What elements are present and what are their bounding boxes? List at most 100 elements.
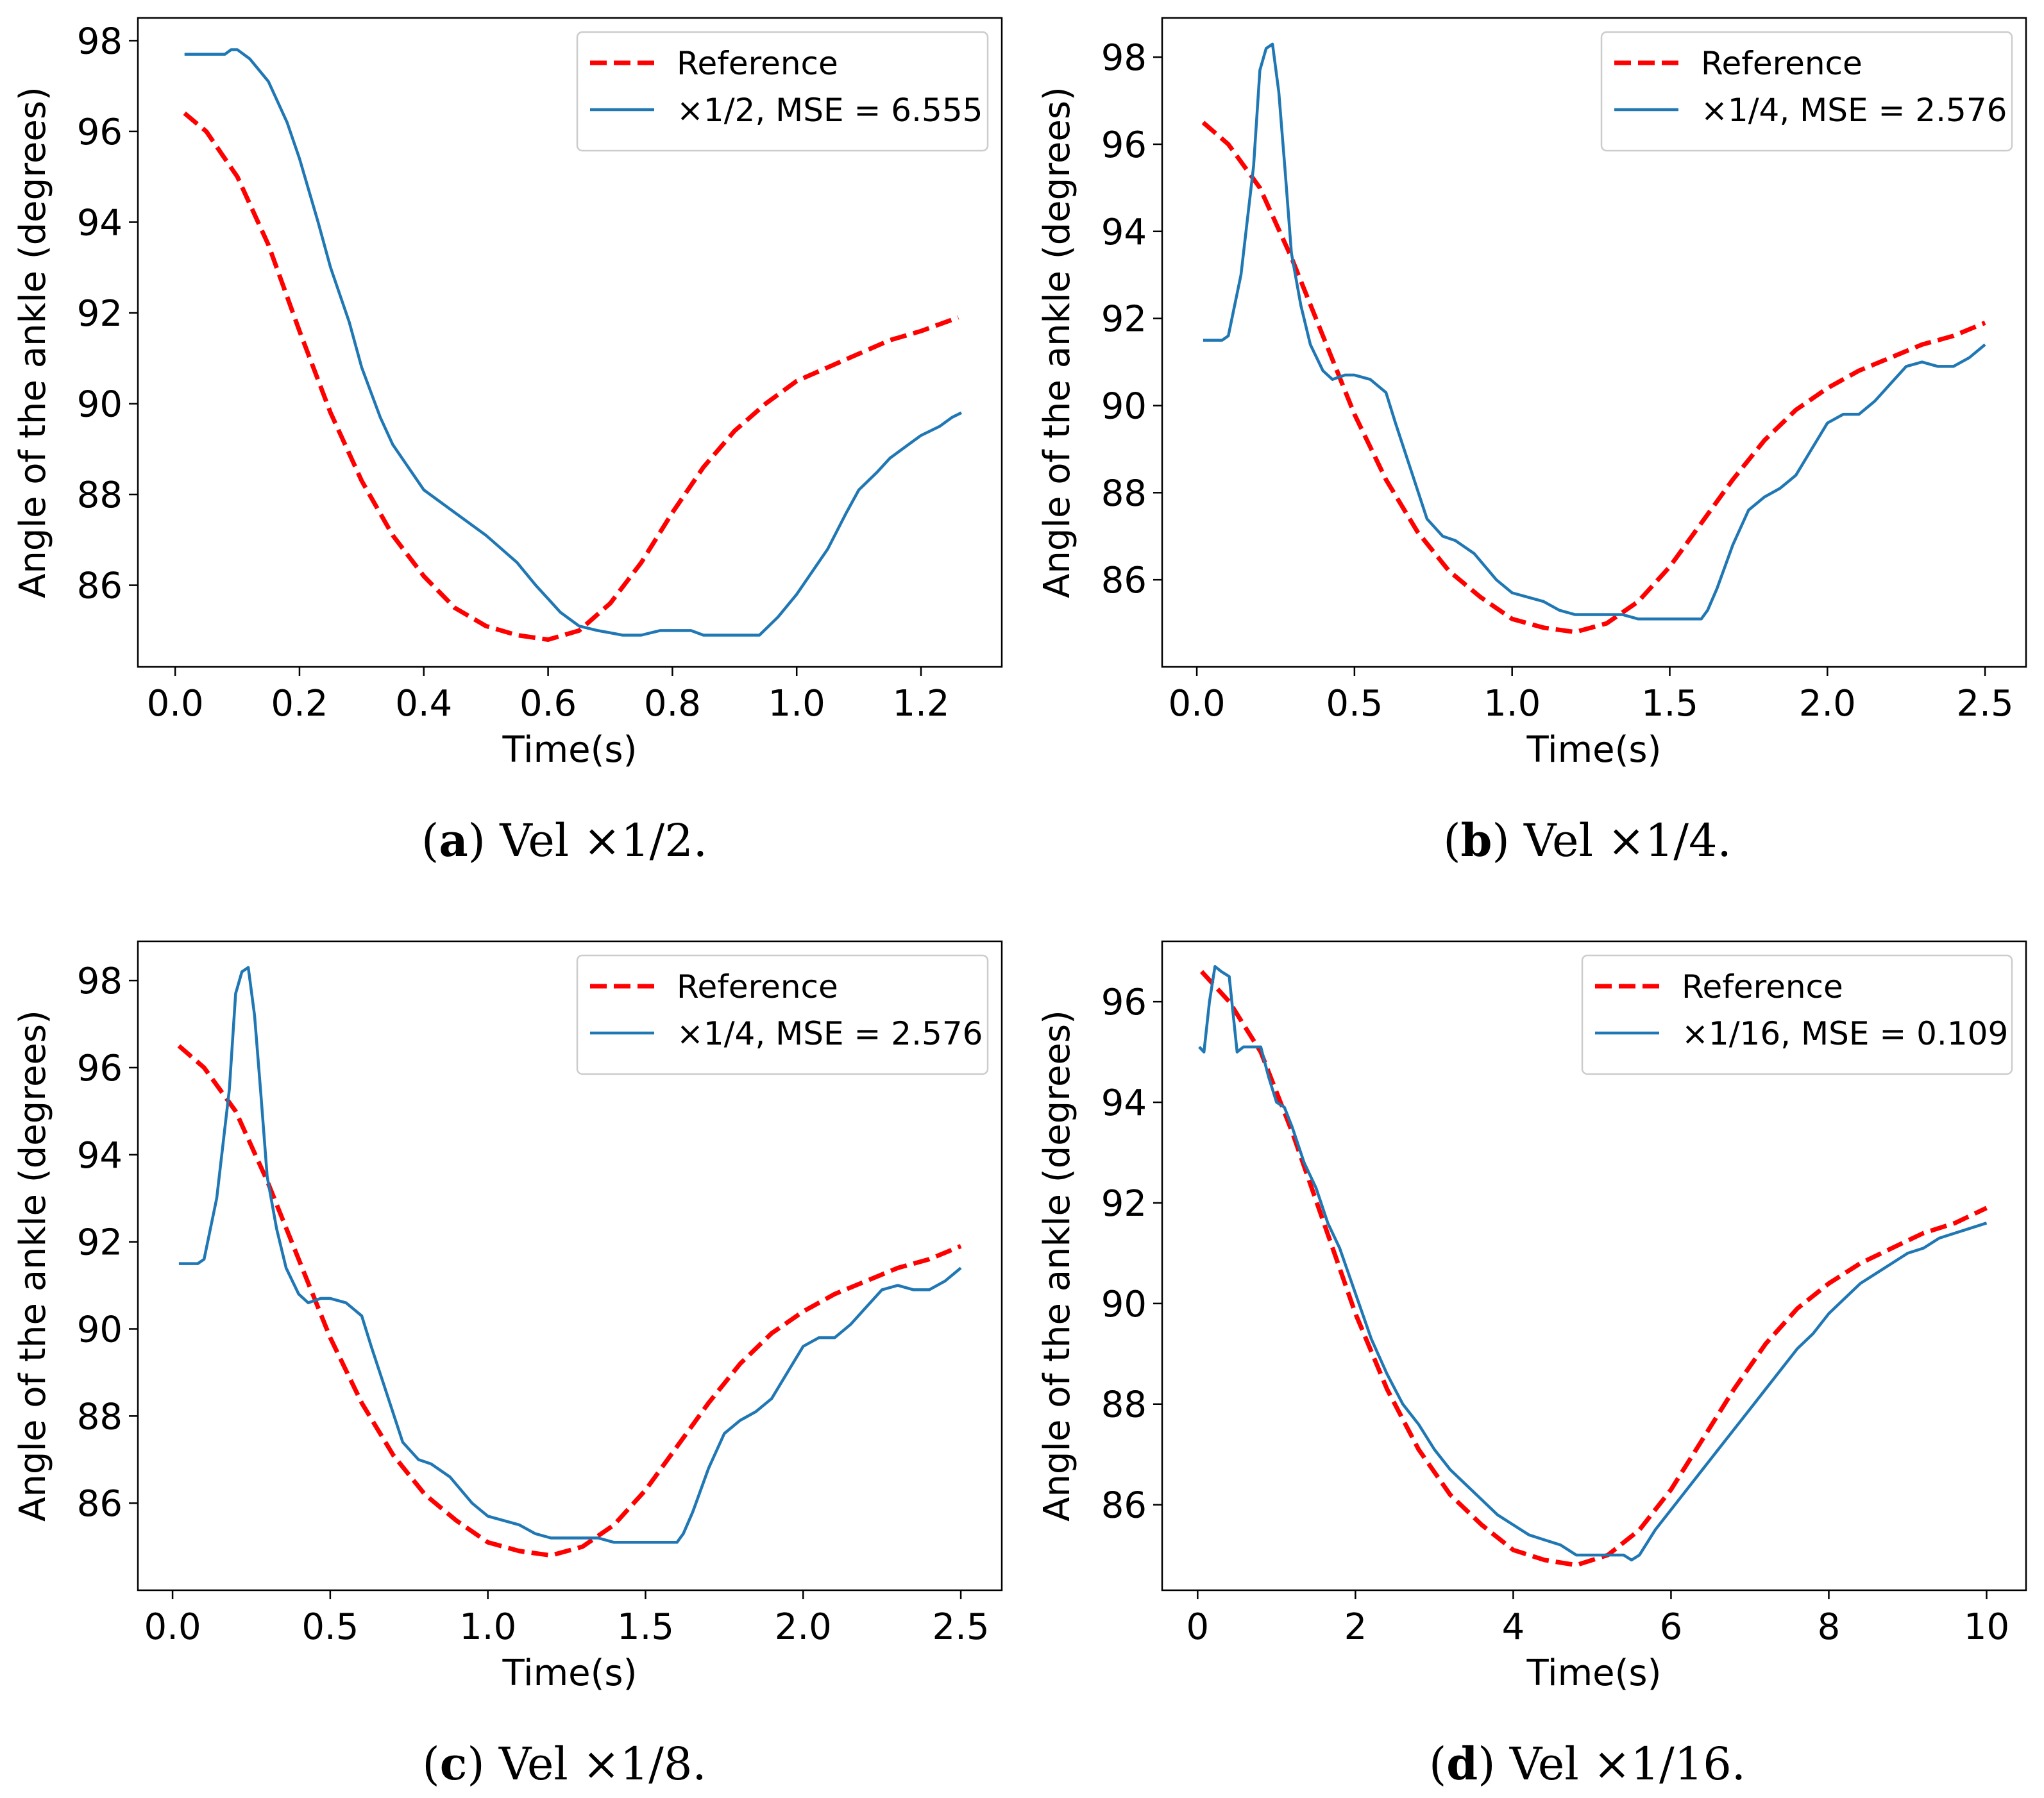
series-line-reference [177, 1044, 962, 1558]
legend-label-reference: Reference [677, 45, 838, 82]
y-tick-label: 96 [77, 112, 122, 153]
series-line-measured [1198, 964, 1988, 1562]
series-line-reference [1199, 970, 1988, 1568]
y-tick-label: 94 [1101, 212, 1147, 253]
y-tick-label: 92 [77, 293, 122, 335]
x-tick-label: 0.4 [395, 683, 452, 725]
legend-label-measured: ×1/4, MSE = 2.576 [677, 1015, 983, 1052]
x-tick-label: 1.5 [1641, 683, 1698, 725]
legend-box [1581, 954, 2013, 1075]
y-tick-label: 90 [77, 1309, 122, 1350]
x-tick-label: 0.5 [301, 1606, 359, 1648]
caption-open-paren: ( [421, 814, 439, 867]
caption-text: ) Vel ×1/4. [1492, 814, 1731, 867]
y-axis-label: Angle of the ankle (degrees) [1036, 1010, 1078, 1522]
y-tick-label: 96 [77, 1048, 122, 1089]
x-tick-label: 2.5 [1957, 683, 2014, 725]
x-tick-label: 1.0 [1483, 683, 1541, 725]
y-tick-label: 92 [1101, 299, 1147, 340]
series-line-reference [183, 111, 959, 642]
chart-panel-d: 0 2 4 6 8 10 86 88 90 92 94 96 Time(s) Angle of the a… [1036, 940, 2027, 1694]
y-axis-label: Angle of the ankle (degrees) [12, 87, 54, 598]
x-axis-label: Time(s) [1526, 729, 1662, 771]
panels: 0.0 0.2 0.4 0.6 0.8 1.0 1.286889092949698Time(… [12, 17, 2027, 1694]
caption-letter: b [1461, 814, 1492, 867]
legend-box [576, 31, 989, 152]
x-tick-label: 1.2 [892, 683, 949, 725]
x-tick-label: 1.5 [617, 1606, 674, 1648]
x-tick-label: 1.0 [459, 1606, 516, 1648]
caption-open-paren: ( [1429, 1738, 1446, 1790]
x-tick-label: 2.0 [775, 1606, 832, 1648]
y-axis-label: Angle of the ankle (degrees) [1036, 87, 1078, 598]
y-tick-label: 98 [77, 961, 122, 1002]
y-tick-label: 96 [1101, 982, 1147, 1023]
axes-frame [137, 17, 1003, 668]
x-tick-label: 0.8 [644, 683, 701, 725]
y-tick-label: 94 [1101, 1082, 1147, 1124]
y-tick-label: 88 [1101, 1384, 1147, 1426]
series-line-measured [1203, 42, 1986, 621]
x-tick-label: 8 [1818, 1606, 1841, 1648]
y-tick-label: 88 [77, 475, 122, 516]
legend-label-measured: ×1/2, MSE = 6.555 [677, 92, 983, 129]
x-axis-label: Time(s) [1526, 1652, 1662, 1694]
caption-letter: a [439, 814, 468, 867]
caption-open-paren: ( [422, 1738, 439, 1790]
legend-label-reference: Reference [1682, 968, 1843, 1005]
y-tick-label: 86 [1101, 560, 1147, 601]
y-tick-label: 90 [77, 384, 122, 426]
caption-text: ) Vel ×1/16. [1478, 1738, 1746, 1790]
legend-box [1600, 31, 2013, 152]
y-tick-label: 92 [1101, 1183, 1147, 1225]
x-tick-label: 4 [1502, 1606, 1525, 1648]
y-tick-label: 94 [77, 202, 122, 244]
legend: Reference ×1/4, MSE = 2.576 [576, 954, 989, 1075]
x-tick-label: 6 [1660, 1606, 1683, 1648]
y-tick-label: 86 [77, 566, 122, 607]
caption-b: (b) Vel ×1/4. [1443, 814, 1732, 867]
y-tick-label: 86 [1101, 1485, 1147, 1527]
chart-panel-a: 0.0 0.2 0.4 0.6 0.8 1.0 1.2 86 88 90 92 94 96 98 Time(… [12, 17, 1003, 771]
legend-label-measured: ×1/16, MSE = 0.109 [1682, 1015, 2008, 1052]
caption-c: (c) Vel ×1/8. [422, 1737, 706, 1790]
legend: Reference ×1/2, MSE = 6.555 [576, 31, 989, 152]
series-line-measured [178, 966, 962, 1544]
axes-frame [1161, 17, 2027, 668]
series-line-reference [1201, 121, 1986, 635]
x-tick-label: 0.0 [147, 683, 204, 725]
x-tick-label: 2.0 [1799, 683, 1856, 725]
y-tick-label: 94 [77, 1135, 122, 1177]
legend-label-reference: Reference [1701, 45, 1862, 82]
chart-panel-c: 0.0 0.5 1.0 1.5 2.0 2.5 86 88 90 92 94 96 98 Time(s) A… [12, 940, 1003, 1694]
y-tick-label: 88 [1101, 473, 1147, 514]
caption-a: (a) Vel ×1/2. [421, 814, 707, 867]
caption-open-paren: ( [1443, 814, 1460, 867]
y-tick-label: 90 [1101, 385, 1147, 427]
x-tick-label: 0.0 [1169, 683, 1226, 725]
x-tick-label: 0.5 [1326, 683, 1383, 725]
chart-panel-b: 0.0 0.5 1.0 1.5 2.0 2.5 86 88 90 92 94 96 98 Time(s) A… [1036, 17, 2027, 771]
series-line-measured [184, 48, 962, 637]
x-tick-label: 2.5 [933, 1606, 990, 1648]
y-tick-label: 92 [77, 1222, 122, 1264]
y-tick-label: 88 [77, 1396, 122, 1438]
x-tick-label: 0.2 [271, 683, 328, 725]
caption-text: ) Vel ×1/2. [468, 814, 707, 867]
x-tick-label: 0 [1187, 1606, 1210, 1648]
caption-letter: c [440, 1737, 468, 1790]
legend: Reference ×1/4, MSE = 2.576 [1600, 31, 2013, 152]
axes-frame [1161, 940, 2027, 1592]
caption-d: (d) Vel ×1/16. [1429, 1737, 1746, 1790]
y-axis-label: Angle of the ankle (degrees) [12, 1010, 54, 1522]
x-tick-label: 2 [1344, 1606, 1367, 1648]
x-tick-label: 0.0 [144, 1606, 201, 1648]
captions: (a) Vel ×1/2. (b) Vel ×1/4.(c) Vel ×1/8.(… [421, 814, 1746, 1790]
legend-label-reference: Reference [677, 968, 838, 1005]
y-tick-label: 86 [77, 1483, 122, 1525]
legend: Reference ×1/16, MSE = 0.109 [1581, 954, 2013, 1075]
legend-box [576, 954, 989, 1075]
y-tick-label: 98 [1101, 37, 1147, 79]
legend-label-measured: ×1/4, MSE = 2.576 [1701, 92, 2007, 129]
